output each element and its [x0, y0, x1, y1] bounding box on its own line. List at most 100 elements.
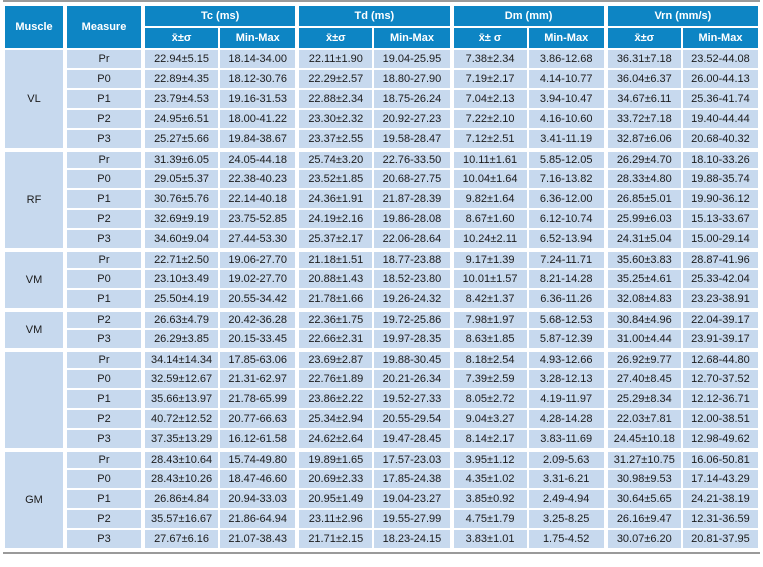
value-cell: 20.68-27.75 [374, 170, 450, 188]
value-cell: 24.21-38.19 [682, 490, 758, 508]
value-cell: 30.84±4.96 [605, 310, 681, 328]
value-cell: 6.36-12.00 [528, 190, 604, 208]
column-header-muscle: Muscle [5, 6, 63, 48]
value-cell: 5.68-12.53 [528, 310, 604, 328]
value-cell: 21.07-38.43 [220, 530, 296, 548]
table-row: P3 37.35±13.29 16.12-61.58 24.62±2.64 19.47-… [5, 430, 758, 448]
value-cell: 32.69±9.19 [143, 210, 219, 228]
value-cell: 9.17±1.39 [451, 250, 527, 268]
value-cell: 19.90-36.12 [682, 190, 758, 208]
value-cell: 28.87-41.96 [682, 250, 758, 268]
subheader-dm-mean: x̄± σ [451, 28, 527, 48]
table-row: P3 25.27±5.66 19.84-38.67 23.37±2.55 19.58-2… [5, 130, 758, 148]
table-row: P1 30.76±5.76 22.14-40.18 24.36±1.91 21.87-2… [5, 190, 758, 208]
table-row: P1 25.50±4.19 20.55-34.42 21.78±1.66 19.26-2… [5, 290, 758, 308]
value-cell: 6.36-11.26 [528, 290, 604, 308]
table-row: P2 40.72±12.52 20.77-66.63 25.34±2.94 20.55-… [5, 410, 758, 428]
value-cell: 17.57-23.03 [374, 450, 450, 468]
measure-cell: P2 [65, 310, 141, 328]
table-row: P2 24.95±6.51 18.00-41.22 23.30±2.32 20.92-2… [5, 110, 758, 128]
value-cell: 23.79±4.53 [143, 90, 219, 108]
measure-cell: P1 [65, 90, 141, 108]
value-cell: 34.60±9.04 [143, 230, 219, 248]
value-cell: 35.66±13.97 [143, 390, 219, 408]
value-cell: 26.92±9.77 [605, 350, 681, 368]
value-cell: 21.31-62.97 [220, 370, 296, 388]
value-cell: 30.98±9.53 [605, 470, 681, 488]
value-cell: 26.63±4.79 [143, 310, 219, 328]
value-cell: 5.85-12.05 [528, 150, 604, 168]
value-cell: 8.42±1.37 [451, 290, 527, 308]
value-cell: 27.40±8.45 [605, 370, 681, 388]
value-cell: 20.77-66.63 [220, 410, 296, 428]
value-cell: 23.52±1.85 [297, 170, 373, 188]
value-cell: 18.10-33.26 [682, 150, 758, 168]
value-cell: 21.86-64.94 [220, 510, 296, 528]
value-cell: 19.47-28.45 [374, 430, 450, 448]
value-cell: 19.55-27.99 [374, 510, 450, 528]
value-cell: 8.05±2.72 [451, 390, 527, 408]
subheader-td-range: Min-Max [374, 28, 450, 48]
subheader-vrn-range: Min-Max [682, 28, 758, 48]
value-cell: 25.37±2.17 [297, 230, 373, 248]
value-cell: 36.04±6.37 [605, 70, 681, 88]
value-cell: 22.14-40.18 [220, 190, 296, 208]
value-cell: 1.75-4.52 [528, 530, 604, 548]
value-cell: 3.85±0.92 [451, 490, 527, 508]
value-cell: 20.94-33.03 [220, 490, 296, 508]
table-row: P0 28.43±10.26 18.47-46.60 20.69±2.33 17.85-… [5, 470, 758, 488]
measure-cell: P0 [65, 370, 141, 388]
value-cell: 19.06-27.70 [220, 250, 296, 268]
value-cell: 16.12-61.58 [220, 430, 296, 448]
value-cell: 15.00-29.14 [682, 230, 758, 248]
tmg-parameters-table: Muscle Measure Tc (ms) Td (ms) Dm (mm) V… [3, 4, 760, 550]
value-cell: 10.04±1.64 [451, 170, 527, 188]
value-cell: 20.88±1.43 [297, 270, 373, 288]
value-cell: 4.14-10.77 [528, 70, 604, 88]
value-cell: 5.87-12.39 [528, 330, 604, 348]
value-cell: 19.04-23.27 [374, 490, 450, 508]
value-cell: 25.74±3.20 [297, 150, 373, 168]
value-cell: 19.16-31.53 [220, 90, 296, 108]
value-cell: 19.72-25.86 [374, 310, 450, 328]
subheader-dm-range: Min-Max [528, 28, 604, 48]
measure-cell: P0 [65, 70, 141, 88]
measure-cell: P2 [65, 510, 141, 528]
value-cell: 7.38±2.34 [451, 50, 527, 68]
measure-cell: P3 [65, 430, 141, 448]
value-cell: 26.00-44.13 [682, 70, 758, 88]
value-cell: 31.39±6.05 [143, 150, 219, 168]
value-cell: 6.12-10.74 [528, 210, 604, 228]
muscle-cell: GM [5, 450, 63, 548]
value-cell: 24.45±10.18 [605, 430, 681, 448]
value-cell: 17.14-43.29 [682, 470, 758, 488]
value-cell: 23.11±2.96 [297, 510, 373, 528]
value-cell: 3.86-12.68 [528, 50, 604, 68]
value-cell: 26.16±9.47 [605, 510, 681, 528]
value-cell: 20.15-33.45 [220, 330, 296, 348]
value-cell: 23.37±2.55 [297, 130, 373, 148]
value-cell: 20.69±2.33 [297, 470, 373, 488]
value-cell: 24.19±2.16 [297, 210, 373, 228]
value-cell: 15.13-33.67 [682, 210, 758, 228]
value-cell: 35.25±4.61 [605, 270, 681, 288]
value-cell: 21.78±1.66 [297, 290, 373, 308]
value-cell: 3.31-6.21 [528, 470, 604, 488]
table-row: VM Pr 22.71±2.50 19.06-27.70 21.18±1.51 18.77… [5, 250, 758, 308]
measure-cell: Pr [65, 150, 141, 168]
column-header-td: Td (ms) [297, 6, 450, 26]
value-cell: 28.33±4.80 [605, 170, 681, 188]
value-cell: 20.81-37.95 [682, 530, 758, 548]
value-cell: 19.04-25.95 [374, 50, 450, 68]
value-cell: 7.98±1.97 [451, 310, 527, 328]
value-cell: 19.86-28.08 [374, 210, 450, 228]
value-cell: 7.24-11.71 [528, 250, 604, 268]
table-row: P0 29.05±5.37 22.38-40.23 23.52±1.85 20.68-2… [5, 170, 758, 188]
value-cell: 3.28-12.13 [528, 370, 604, 388]
value-cell: 9.82±1.64 [451, 190, 527, 208]
measure-cell: Pr [65, 350, 141, 368]
value-cell: 7.12±2.51 [451, 130, 527, 148]
measure-cell: P3 [65, 530, 141, 548]
table-row: VM P2 26.63±4.79 20.42-36.28 22.36±1.75 19.72… [5, 310, 758, 348]
